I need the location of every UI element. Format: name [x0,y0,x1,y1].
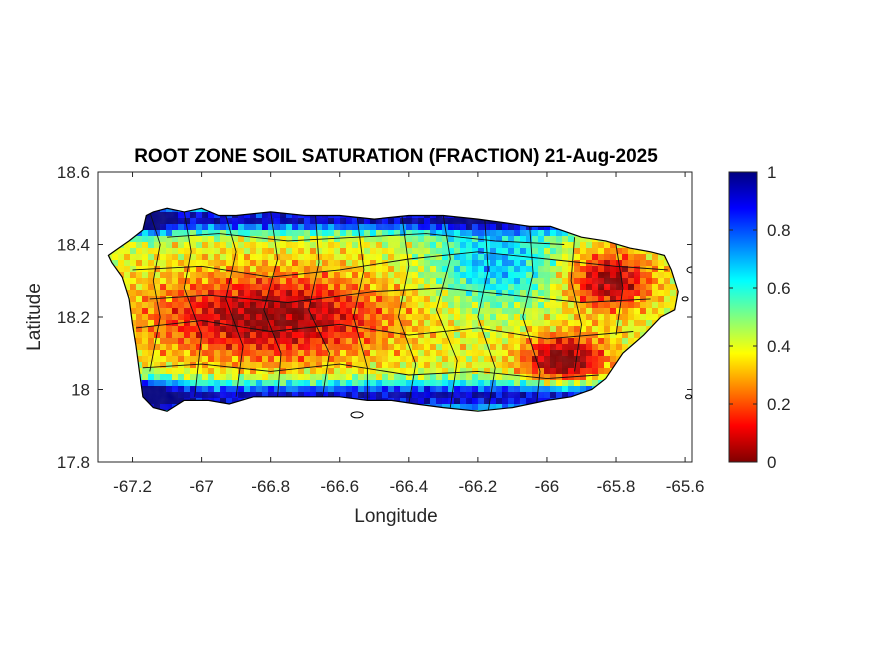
municipality-boundary [135,320,634,340]
islet [681,296,689,302]
colorbar-gradient [728,171,758,463]
field-texture [108,208,679,412]
chart-title: ROOT ZONE SOIL SATURATION (FRACTION) 21-… [134,146,658,167]
islet [686,266,692,274]
colorbar-tick-label: 1 [767,163,776,182]
municipality-boundary [570,237,582,372]
x-axis: -67.2 -67 -66.8 -66.6 -66.4 -66.2 -66 -65.8 -65.… [113,172,704,496]
municipality-boundary [149,287,651,303]
x-tick-label: -66.8 [251,477,290,496]
y-tick-label: 18 [71,381,90,400]
municipality-boundary [167,233,565,245]
saturation-field [108,208,679,412]
municipality-boundary [398,215,417,405]
municipality-boundaries [132,211,668,412]
colorbar-ticks: 0 0.2 0.4 0.6 0.8 1 [729,163,791,472]
islet [350,411,364,419]
municipality-boundary [142,363,599,380]
islets [350,266,692,419]
x-tick-label: -65.6 [666,477,705,496]
municipality-boundary [132,251,668,278]
municipality-boundary [149,211,161,372]
x-tick-label: -67 [189,477,214,496]
islet [685,394,692,400]
soil-saturation-map [107,207,692,419]
y-tick-label: 17.8 [57,453,90,472]
x-axis-label: Longitude [354,506,437,527]
x-tick-label: -65.8 [597,477,636,496]
x-tick-label: -67.2 [113,477,152,496]
municipality-boundary [225,215,244,397]
y-tick-label: 18.2 [57,308,90,327]
y-tick-label: 18.6 [57,163,90,182]
colorbar-tick-label: 0.8 [767,221,791,240]
x-tick-label: -66.6 [320,477,359,496]
municipality-boundary [615,244,624,336]
y-axis-label: Latitude [24,283,45,351]
y-tick-label: 18.4 [57,236,90,255]
x-tick-label: -66.2 [459,477,498,496]
colorbar-tick-label: 0 [767,453,776,472]
municipality-boundary [353,215,368,401]
x-tick-label: -66 [535,477,560,496]
colorbar-tick-label: 0.4 [767,337,791,356]
y-axis: 17.8 18 18.2 18.4 18.6 [57,163,692,472]
colorbar-tick-label: 0.6 [767,279,791,298]
municipality-boundary [308,215,330,397]
colorbar-tick-label: 0.2 [767,395,791,414]
municipality-boundary [263,211,282,397]
x-tick-label: -66.4 [389,477,428,496]
island-outline [107,207,679,412]
municipality-boundary [435,215,458,408]
municipality-boundary [183,211,203,397]
colorbar: 0 0.2 0.4 0.6 0.8 1 [728,163,791,472]
